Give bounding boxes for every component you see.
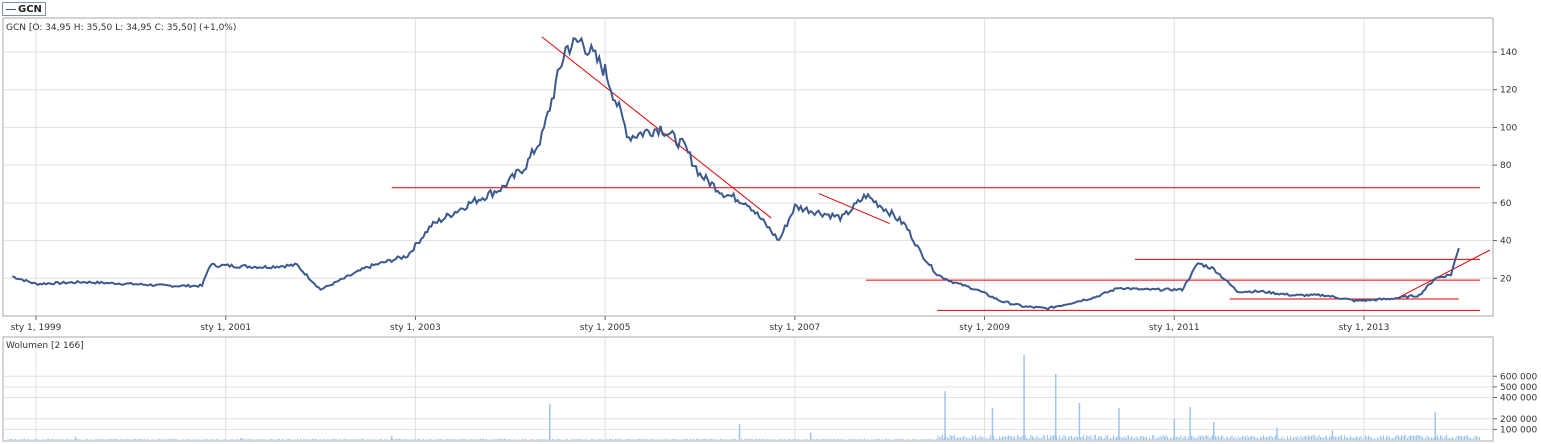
volume-panel-frame (2, 336, 1494, 442)
price-panel-frame (2, 17, 1494, 317)
x-tick-label: sty 1, 2007 (769, 323, 820, 333)
price-line (12, 36, 1460, 311)
price-y-tick-label: 100 (1500, 123, 1517, 133)
price-y-tick-label: 20 (1500, 274, 1512, 284)
volume-bars (7, 355, 1480, 440)
volume-panel-info: Wolumen [2 166] (6, 341, 84, 351)
volume-y-tick-label: 600 000 (1500, 372, 1537, 382)
price-y-tick-label: 140 (1500, 48, 1517, 58)
volume-y-tick-label: 400 000 (1500, 394, 1537, 404)
x-tick-label: sty 1, 2003 (390, 323, 441, 333)
trend-line (1395, 249, 1491, 300)
trend-line (818, 192, 890, 225)
volume-grid (4, 338, 1492, 440)
volume-y-tick-label: 500 000 (1500, 383, 1537, 393)
price-y-tick-label: 40 (1500, 237, 1512, 247)
price-panel-info: GCN [O: 34,95 H: 35,50 L: 34,95 C: 35,50… (6, 23, 236, 33)
price-y-tick-label: 60 (1500, 199, 1512, 209)
legend[interactable]: GCN (2, 2, 46, 16)
x-axis: sty 1, 1999 sty 1, 2001 sty 1, 2003 sty 1, … (11, 316, 1390, 333)
volume-y-tick-label: 200 000 (1500, 415, 1537, 425)
trend-line (541, 36, 772, 219)
x-tick-label: sty 1, 2005 (580, 323, 631, 333)
x-tick-label: sty 1, 2001 (200, 323, 251, 333)
price-y-axis: 20 40 60 80 100 120 140 (1493, 48, 1517, 284)
price-y-tick-label: 120 (1500, 86, 1517, 96)
x-tick-label: sty 1, 2011 (1149, 323, 1200, 333)
x-tick-label: sty 1, 2009 (959, 323, 1010, 333)
legend-swatch (6, 8, 16, 10)
volume-y-tick-label: 100 000 (1500, 425, 1537, 435)
x-tick-label: sty 1, 2013 (1339, 323, 1390, 333)
price-y-tick-label: 80 (1500, 161, 1512, 171)
legend-label: GCN (18, 4, 42, 15)
x-tick-label: sty 1, 1999 (11, 323, 62, 333)
